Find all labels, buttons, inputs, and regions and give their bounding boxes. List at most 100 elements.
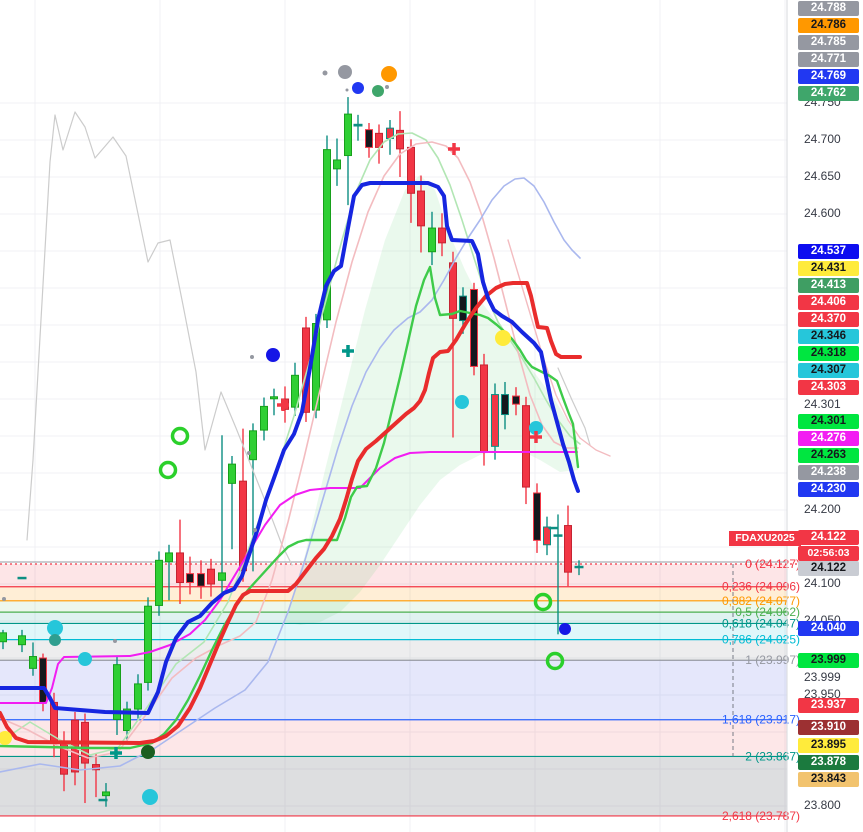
signal-dot	[385, 85, 389, 89]
candle-body	[533, 492, 541, 541]
candle-body	[291, 374, 299, 408]
fib-level-label: 0,618 (24.047)	[722, 616, 800, 630]
candle-body	[396, 129, 404, 150]
candle-body	[186, 573, 194, 584]
fib-level-label: 1 (23.997)	[745, 653, 800, 667]
fib-band	[0, 660, 787, 720]
candle-body	[144, 605, 152, 683]
signal-dot	[78, 652, 92, 666]
candle-body	[260, 405, 268, 431]
signal-ring	[545, 651, 565, 671]
ma-blue	[0, 181, 580, 715]
candle-body	[522, 405, 530, 488]
candle-body	[29, 656, 37, 669]
fib-level-label: 2 (23.867)	[745, 749, 800, 763]
candle-body	[176, 552, 184, 584]
signal-dash	[17, 576, 27, 580]
signal-dot	[455, 395, 469, 409]
signal-dot	[372, 85, 384, 97]
fib-level-label: 0 (24.127)	[745, 557, 800, 571]
signal-dot	[250, 355, 254, 359]
signal-dot	[559, 623, 571, 635]
candle-body	[365, 129, 373, 148]
candle-body	[18, 635, 26, 646]
fib-band	[0, 639, 787, 661]
signal-dash	[98, 798, 108, 802]
candle-body	[134, 683, 142, 710]
signal-dot	[529, 421, 543, 435]
fib-band	[0, 564, 787, 587]
fib-band	[0, 586, 787, 601]
signal-dash	[353, 123, 363, 127]
signal-dot	[381, 66, 397, 82]
candle-body	[0, 632, 7, 643]
fib-band	[0, 756, 787, 816]
candle-body	[113, 664, 121, 720]
candle-body	[449, 262, 457, 319]
candle-body	[197, 573, 205, 587]
candle-body	[438, 227, 446, 244]
candle-body	[270, 396, 278, 400]
ema-pale-pink	[0, 141, 579, 759]
signal-dot	[49, 634, 61, 646]
fib-level-label: 1,618 (23.917)	[722, 713, 800, 727]
fib-level-label: 0,382 (24.077)	[722, 594, 800, 608]
fib-band	[0, 719, 787, 757]
signal-dot	[247, 451, 251, 455]
candle-body	[407, 146, 415, 194]
signal-dot	[322, 70, 328, 76]
candle-body	[92, 764, 100, 771]
signal-dot	[47, 620, 63, 636]
candle-body	[218, 572, 226, 581]
signal-ring	[533, 592, 553, 612]
fib-band	[0, 623, 787, 640]
candle-body	[501, 394, 509, 416]
candle-body	[512, 395, 520, 405]
candle-body	[491, 394, 499, 447]
fib-band	[0, 600, 787, 613]
fib-level-label: 0,5 (24.062)	[735, 605, 800, 619]
ma-red	[0, 281, 582, 745]
signal-dot	[2, 597, 6, 601]
candle-body	[564, 525, 572, 573]
signal-dot	[345, 88, 349, 92]
signal-dot	[338, 65, 352, 79]
ma-periwinkle	[0, 177, 581, 773]
candle-body	[480, 364, 488, 453]
fib-level-label: 0,786 (24.025)	[722, 633, 800, 647]
candle-body	[543, 526, 551, 546]
candle-body	[228, 463, 236, 484]
signal-dot	[352, 82, 364, 94]
candle-doji	[553, 534, 563, 537]
ema-pale-green	[0, 132, 581, 756]
candle-body	[249, 430, 257, 461]
fib-band	[0, 612, 787, 624]
symbol-price-tag[interactable]: FDAXU2025	[729, 531, 801, 546]
signal-ring	[170, 426, 190, 446]
candle-body	[165, 552, 173, 563]
candle-body	[459, 295, 467, 322]
signal-ring	[158, 460, 178, 480]
signal-dot	[495, 330, 511, 346]
signal-dot	[0, 731, 12, 745]
candle-body	[344, 113, 352, 157]
signal-dot	[141, 745, 155, 759]
candle-body	[417, 190, 425, 227]
fib-level-label: 0,236 (24.096)	[722, 580, 800, 594]
candle-body	[323, 149, 331, 321]
candle-body	[470, 288, 478, 367]
signal-dot	[113, 639, 117, 643]
candle-body	[207, 568, 215, 585]
candle-body	[428, 227, 436, 253]
gray-segment	[557, 367, 591, 446]
signal-dot	[142, 789, 158, 805]
fib-level-label: 2,618 (23.787)	[722, 809, 800, 823]
candle-body	[39, 657, 47, 703]
prior-session-gray	[26, 111, 293, 566]
ma-green	[0, 265, 580, 750]
signal-dot	[266, 348, 280, 362]
ichimoku-cloud	[285, 175, 578, 625]
candle-doji	[574, 565, 584, 569]
